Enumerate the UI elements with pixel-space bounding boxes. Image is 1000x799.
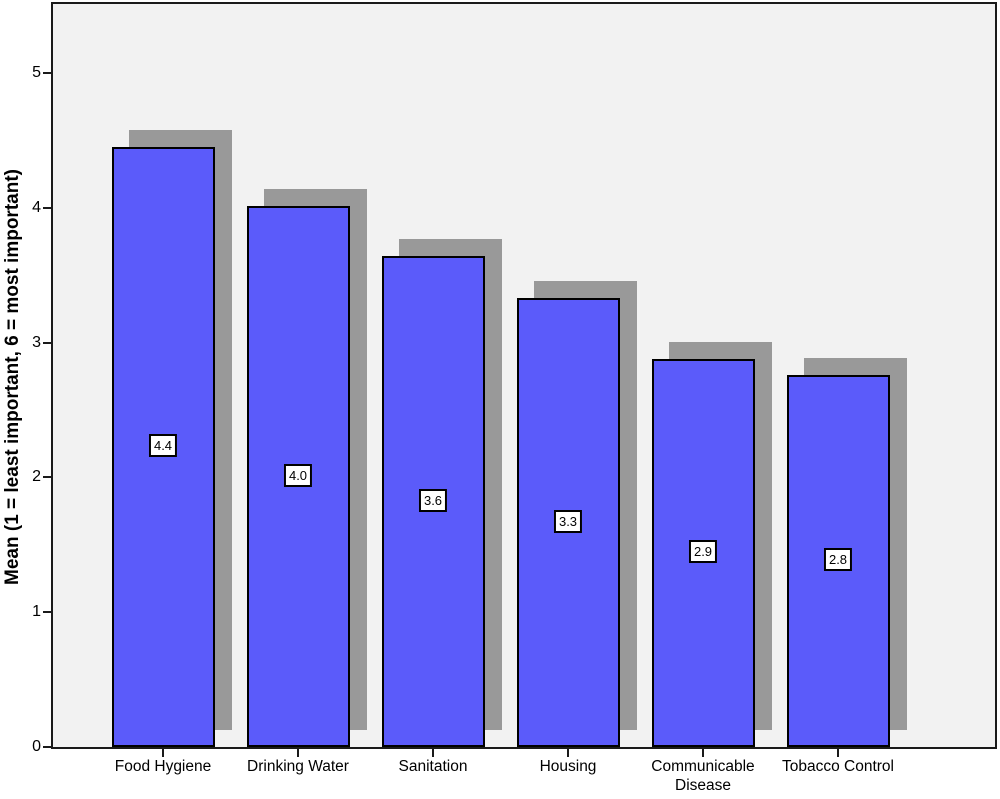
plot-area: 0 1 2 3 4 5 4.4 4.0 3.6 3.3 2.9 2.8 — [32, 2, 997, 757]
x-tick — [837, 749, 839, 757]
y-tick-label: 0 — [32, 738, 41, 755]
bar-value-label: 4.4 — [148, 434, 178, 458]
x-tick-label: Tobacco Control — [781, 758, 894, 775]
x-tick — [162, 749, 164, 757]
bar-value-label: 3.3 — [553, 509, 583, 533]
y-tick — [43, 611, 51, 614]
x-tick-label: Housing — [539, 758, 597, 775]
x-tick — [567, 749, 569, 757]
y-axis-title: Mean (1 = least important, 6 = most impo… — [2, 169, 23, 585]
bar-value-label: 4.0 — [283, 463, 313, 487]
x-tick-label: Communicable Disease — [651, 758, 755, 794]
bar: 4.4 — [111, 147, 215, 747]
y-tick-label: 2 — [32, 468, 41, 486]
y-tick-label: 1 — [32, 603, 41, 621]
x-tick — [297, 749, 299, 757]
y-tick-label: 4 — [32, 198, 41, 216]
bar-value-label: 2.8 — [823, 547, 853, 571]
bar-value-label: 3.6 — [418, 488, 448, 512]
y-tick — [43, 341, 51, 344]
y-tick — [43, 746, 51, 748]
y-tick — [43, 72, 51, 74]
x-tick — [702, 749, 704, 757]
x-tick-label: Food Hygiene — [114, 758, 212, 775]
bar: 3.6 — [381, 256, 485, 747]
bar: 2.9 — [651, 358, 755, 747]
x-tick-label: Drinking Water — [247, 758, 349, 775]
x-tick — [432, 749, 434, 757]
y-tick — [43, 476, 51, 479]
bar-value-label: 2.9 — [688, 539, 718, 563]
bar: 3.3 — [516, 298, 620, 747]
y-tick-label: 3 — [32, 333, 41, 351]
y-tick — [43, 206, 51, 209]
bar: 4.0 — [246, 206, 350, 747]
x-tick-label: Sanitation — [398, 758, 468, 775]
bar: 2.8 — [786, 374, 890, 747]
y-tick-label: 5 — [32, 64, 41, 81]
